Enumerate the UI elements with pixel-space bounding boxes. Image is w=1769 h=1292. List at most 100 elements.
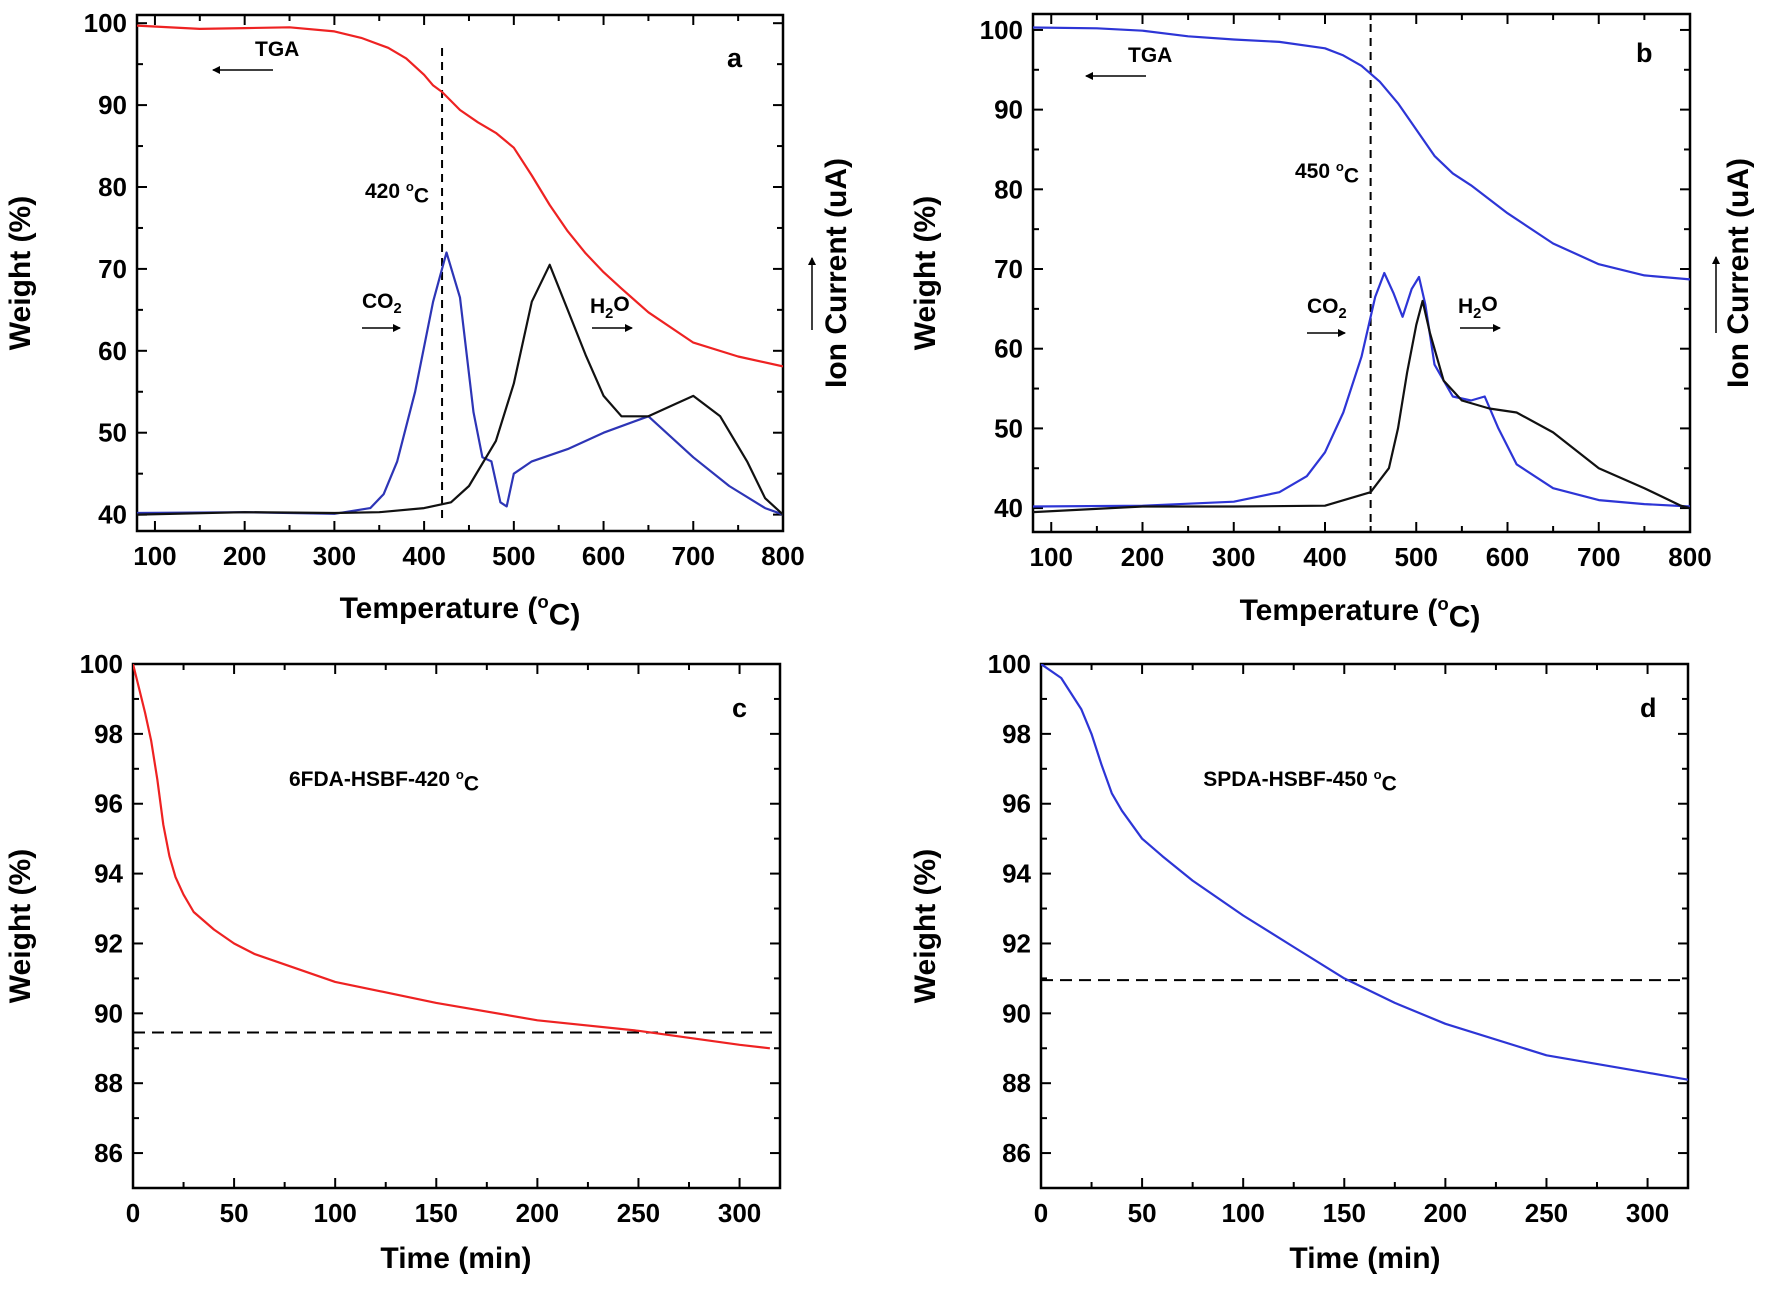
panel-letter: b (1636, 38, 1653, 68)
y-tick-label: 100 (84, 8, 127, 38)
y-tick-label: 92 (94, 928, 123, 958)
y-tick-label: 80 (994, 174, 1023, 204)
x-tick-label: 250 (1525, 1198, 1568, 1228)
panel-b: 100 200 300 400 500 600 700 800 40 50 60 70 80 90 100 T… (909, 12, 1755, 634)
y-tick-label: 60 (994, 334, 1023, 364)
y-axis-title: Weight (%) (4, 849, 37, 1003)
plot-frame (1039, 662, 1690, 1190)
y-tick-label: 98 (1002, 719, 1031, 749)
panel-letter: c (732, 693, 747, 723)
panel-letter: a (727, 43, 743, 73)
x-axis-title: Temperature (oC) (1240, 593, 1481, 634)
series-group (133, 664, 771, 1050)
y2-axis-title: Ion Current (uA) (1722, 158, 1755, 388)
series-group (137, 24, 783, 516)
x-tick-label: 300 (718, 1198, 761, 1228)
x-axis-title: Temperature (oC) (340, 591, 581, 632)
series-line-s0 (1041, 664, 1688, 1081)
y-tick-label: 90 (98, 90, 127, 120)
y-tick-label: 60 (98, 336, 127, 366)
h2o-label: H2O (1458, 293, 1498, 322)
y-tick-label: 100 (988, 649, 1031, 679)
x-tick-label: 150 (415, 1198, 458, 1228)
x-tick-label: 200 (223, 541, 266, 571)
co2-label: CO2 (1307, 295, 1347, 322)
temperature-marker-label: 450 oC (1295, 159, 1359, 188)
series-group (1041, 664, 1688, 1081)
x-tick-label: 400 (1303, 542, 1346, 572)
y-tick-label: 96 (1002, 789, 1031, 819)
y-tick-label: 96 (94, 789, 123, 819)
x-tick-label: 100 (133, 541, 176, 571)
y-tick-label: 40 (994, 493, 1023, 523)
x-tick-label: 500 (1395, 542, 1438, 572)
x-tick-label: 200 (516, 1198, 559, 1228)
series-line-tga (1033, 26, 1690, 281)
series-line-s0 (133, 664, 771, 1050)
y-tick-label: 92 (1002, 928, 1031, 958)
h2o-label: H2O (590, 293, 630, 322)
x-tick-label: 800 (1668, 542, 1711, 572)
y-tick-label: 100 (80, 649, 123, 679)
x-tick-label: 50 (220, 1198, 249, 1228)
plot-frame (135, 13, 785, 533)
x-tick-label: 100 (1221, 1198, 1264, 1228)
plot-frame (1031, 12, 1692, 534)
x-axis-title: Time (min) (1289, 1242, 1440, 1275)
series-group (1033, 26, 1690, 514)
y-tick-label: 88 (94, 1068, 123, 1098)
x-tick-label: 400 (402, 541, 445, 571)
x-tick-label: 500 (492, 541, 535, 571)
series-line-h (1033, 299, 1690, 514)
y-tick-label: 86 (1002, 1138, 1031, 1168)
panel-d: 0 50 100 150 200 250 300 86 88 90 92 94 96 98 100 Time … (909, 649, 1690, 1275)
temperature-marker-label: 420 oC (365, 179, 429, 208)
sample-label: SPDA-HSBF-450 oC (1203, 767, 1397, 796)
x-tick-label: 200 (1121, 542, 1164, 572)
plot-frame (131, 662, 782, 1190)
y-axis-title: Weight (%) (909, 849, 942, 1003)
panel-letter: d (1640, 693, 1657, 723)
series-line-co (1033, 271, 1690, 508)
x-tick-label: 700 (1577, 542, 1620, 572)
y-tick-label: 86 (94, 1138, 123, 1168)
x-tick-label: 300 (1626, 1198, 1669, 1228)
x-tick-label: 0 (1034, 1198, 1048, 1228)
y2-axis-title: Ion Current (uA) (820, 158, 853, 388)
tga-label: TGA (1128, 44, 1172, 67)
x-tick-label: 700 (672, 541, 715, 571)
x-tick-label: 300 (313, 541, 356, 571)
x-tick-label: 100 (313, 1198, 356, 1228)
x-tick-label: 100 (1030, 542, 1073, 572)
y-tick-label: 50 (994, 413, 1023, 443)
y-tick-label: 80 (98, 172, 127, 202)
sample-label: 6FDA-HSBF-420 oC (289, 767, 479, 796)
y-tick-label: 98 (94, 719, 123, 749)
series-line-h (137, 263, 783, 516)
y-tick-label: 50 (98, 418, 127, 448)
y-tick-label: 90 (94, 998, 123, 1028)
y-tick-label: 90 (1002, 998, 1031, 1028)
x-axis-title: Time (min) (380, 1242, 531, 1275)
x-tick-label: 200 (1424, 1198, 1467, 1228)
x-tick-label: 250 (617, 1198, 660, 1228)
co2-label: CO2 (362, 290, 402, 317)
x-tick-label: 50 (1128, 1198, 1157, 1228)
tga-label: TGA (255, 38, 299, 61)
y-axis-title: Weight (%) (909, 196, 942, 350)
y-tick-label: 94 (1002, 859, 1031, 889)
y-tick-label: 100 (980, 15, 1023, 45)
y-tick-label: 70 (994, 254, 1023, 284)
y-tick-label: 40 (98, 500, 127, 530)
x-tick-label: 800 (761, 541, 804, 571)
y-axis-title: Weight (%) (4, 196, 37, 350)
series-line-co (137, 251, 783, 516)
x-tick-label: 300 (1212, 542, 1255, 572)
y-tick-label: 94 (94, 859, 123, 889)
x-tick-label: 600 (582, 541, 625, 571)
x-tick-label: 150 (1323, 1198, 1366, 1228)
x-tick-label: 0 (126, 1198, 140, 1228)
panel-a: 100 200 300 400 500 600 700 800 40 50 60 70 80 90 100 T… (4, 8, 853, 631)
x-tick-label: 600 (1486, 542, 1529, 572)
